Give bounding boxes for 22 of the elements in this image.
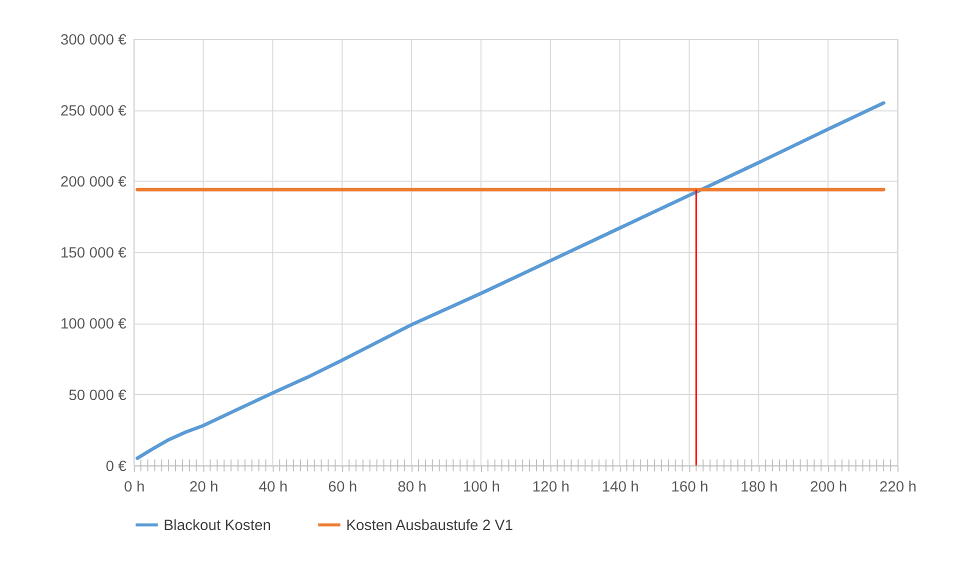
x-tick-label: 80 h [398, 480, 427, 496]
x-tick-label: 60 h [328, 480, 358, 496]
x-tick-label: 220 h [879, 480, 917, 496]
y-tick-label: 150 000 € [60, 246, 128, 262]
line-series [136, 101, 886, 460]
y-tick-label: 200 000 € [60, 174, 128, 191]
y-tick-label: 50 000 € [68, 388, 128, 404]
y-tick-label: 250 000 € [60, 103, 128, 120]
x-tick-label: 160 h [671, 480, 708, 496]
x-tick-label: 140 h [602, 480, 639, 496]
y-tick-label: 300 000 € [60, 32, 128, 48]
legend-label: Kosten Ausbaustufe 2 V1 [346, 518, 513, 534]
x-tick-label: 0 h [124, 480, 145, 496]
x-tick-label: 20 h [189, 480, 218, 496]
y-tick-label: 0 € [106, 458, 128, 475]
x-tick-label: 100 h [462, 480, 500, 496]
x-tick-label: 180 h [740, 480, 778, 496]
y-tick-label: 100 000 € [60, 316, 128, 333]
legend-label: Blackout Kosten [164, 518, 272, 534]
x-tick-label: 120 h [532, 480, 570, 496]
x-tick-label: 200 h [810, 480, 848, 496]
x-tick-label: 40 h [258, 480, 288, 496]
